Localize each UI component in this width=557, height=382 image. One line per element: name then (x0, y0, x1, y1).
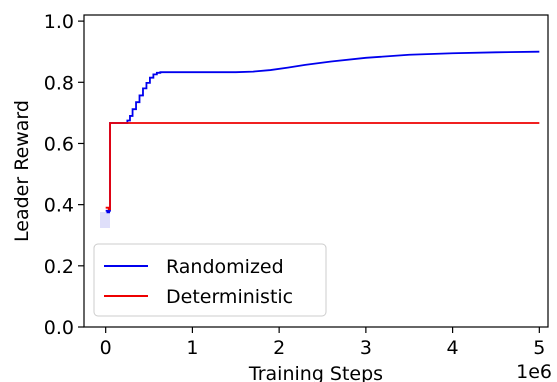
y-tick-label: 1.0 (44, 11, 74, 33)
legend-label-deterministic: Deterministic (166, 286, 293, 308)
variance-band (100, 212, 110, 228)
legend: Randomized Deterministic (93, 243, 327, 317)
x-tick-label: 4 (447, 337, 459, 359)
series-line-randomized (105, 50, 540, 214)
y-tick-label: 0.6 (44, 133, 74, 155)
x-offset-label: 1e6 (516, 361, 552, 382)
series-layer (105, 50, 540, 214)
ticks-layer: 0 1 2 3 4 5 0.0 0.2 0.4 0.6 0.8 1.0 (44, 11, 546, 359)
y-tick-label: 0.0 (44, 317, 74, 339)
y-axis-label: Leader Reward (11, 100, 33, 242)
legend-box (93, 243, 327, 317)
series-line-deterministic (105, 122, 540, 211)
y-tick-label: 0.8 (44, 72, 74, 94)
y-tick-label: 0.2 (44, 256, 74, 278)
x-tick-label: 3 (360, 337, 372, 359)
legend-label-randomized: Randomized (166, 256, 284, 278)
x-tick-label: 2 (273, 337, 285, 359)
x-axis-label: Training Steps (248, 363, 383, 382)
x-tick-label: 5 (533, 337, 545, 359)
x-tick-label: 0 (100, 337, 112, 359)
y-tick-label: 0.4 (44, 195, 74, 217)
x-tick-label: 1 (186, 337, 198, 359)
plot-frame (83, 14, 549, 328)
